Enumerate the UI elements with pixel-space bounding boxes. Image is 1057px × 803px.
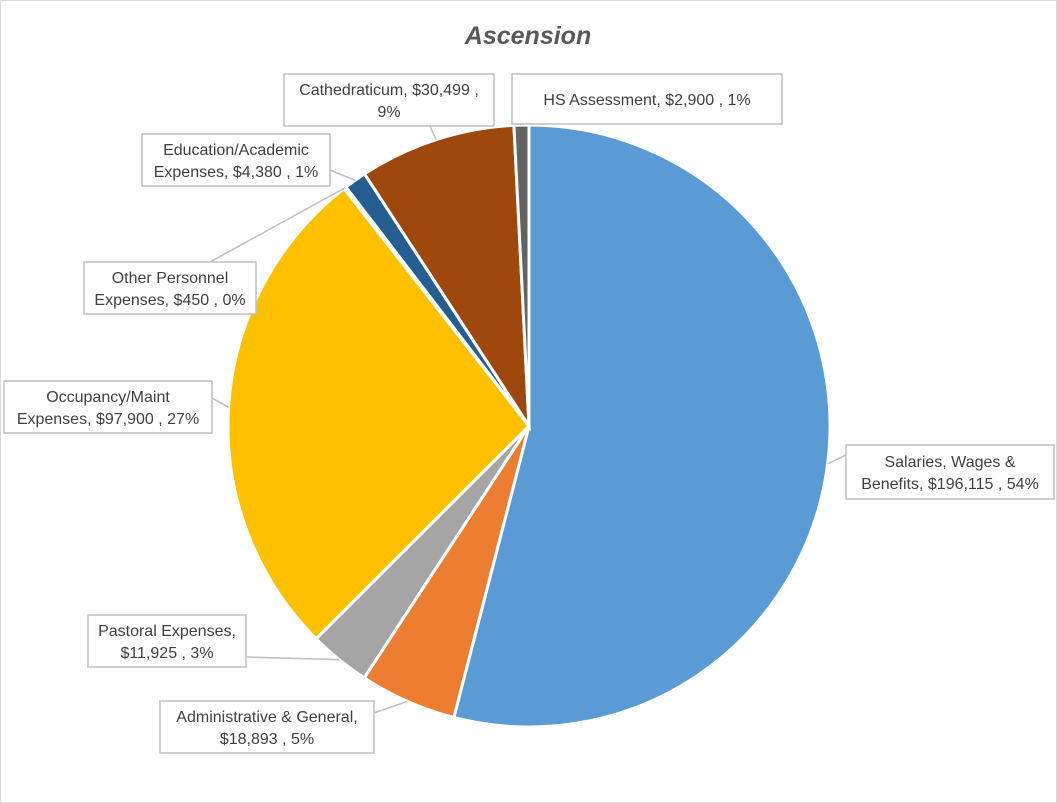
chart-title: Ascension (464, 22, 591, 50)
data-label-text: 9% (377, 104, 400, 121)
data-label-text: Cathedraticum, $30,499 , (299, 82, 479, 99)
data-label-text: $11,925 , 3% (120, 645, 213, 662)
data-label-text: Expenses, $4,380 , 1% (154, 164, 319, 181)
data-label: Cathedraticum, $30,499 , 9% (283, 73, 495, 127)
pie-slices (226, 123, 832, 729)
data-label-box (3, 380, 213, 434)
data-label-text: Benefits, $196,115 , 54% (861, 476, 1039, 493)
leader-line (827, 454, 847, 465)
data-label-box (511, 73, 783, 125)
leader-line (429, 125, 437, 141)
data-label-box (845, 444, 1055, 500)
data-label-text: Pastoral Expenses, (98, 623, 236, 640)
data-label: HS Assessment, $2,900 , 1% (511, 73, 783, 125)
data-label-box (283, 73, 495, 127)
data-label-box (83, 261, 257, 315)
pie-slice (362, 123, 531, 432)
leader-line (211, 397, 229, 408)
data-label: Salaries, Wages & Benefits, $196,115 , 54… (845, 444, 1055, 500)
data-label-text: Other Personnel (112, 270, 229, 287)
data-label-text: Expenses, $450 , 0% (94, 292, 245, 309)
pie-slice (226, 186, 531, 641)
data-label: Occupancy/Maint Expenses, $97,900 , 27% (3, 380, 213, 434)
data-label-text: Salaries, Wages & (884, 454, 1015, 471)
data-label-text: Administrative & General, (176, 709, 357, 726)
data-label-text: HS Assessment, $2,900 , 1% (543, 92, 750, 109)
leader-line (245, 656, 340, 661)
data-label-text: Expenses, $97,900 , 27% (17, 411, 199, 428)
data-label: Other Personnel Expenses, $450 , 0% (83, 261, 257, 315)
data-label-text: $18,893 , 5% (220, 731, 314, 748)
data-label: Education/Academic Expenses, $4,380 , 1% (141, 133, 331, 187)
leader-lines (209, 123, 847, 714)
leader-line (373, 700, 408, 714)
pie-slice (452, 123, 832, 729)
data-label-text: Education/Academic (163, 142, 309, 159)
leader-line (209, 187, 346, 263)
data-label-box (141, 133, 331, 187)
data-labels: Salaries, Wages & Benefits, $196,115 , 54… (3, 73, 1055, 754)
leader-line (329, 169, 356, 182)
data-label: Pastoral Expenses, $11,925 , 3% (87, 614, 247, 668)
data-label-box (87, 614, 247, 668)
pie-slice (512, 123, 531, 427)
data-label-text: Occupancy/Maint (46, 389, 170, 406)
data-label: Administrative & General, $18,893 , 5% (159, 700, 375, 754)
data-label-box (159, 700, 375, 754)
